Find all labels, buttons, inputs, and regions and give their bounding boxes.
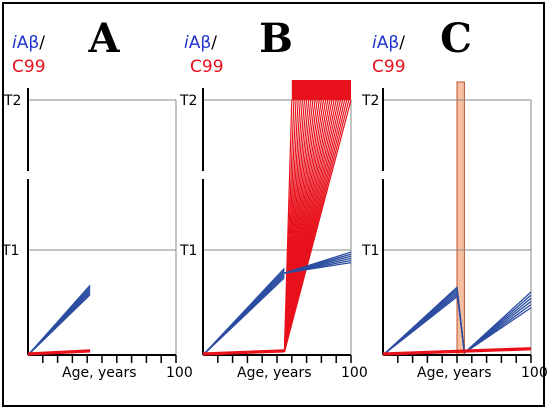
t2-label: T2 bbox=[361, 93, 379, 109]
t1-label: T1 bbox=[179, 243, 197, 259]
panel-b: B iAβ/ C99 T2 T1 Age, years 100 bbox=[179, 15, 368, 381]
red-trajectory bbox=[27, 351, 91, 356]
blue-drop bbox=[456, 286, 466, 353]
red-trajectory bbox=[27, 350, 91, 355]
blue-trajectory-continued bbox=[284, 251, 352, 274]
ylabel-c99-b: C99 bbox=[190, 57, 224, 77]
panel-letter-c: C bbox=[440, 15, 472, 62]
red-trajectory bbox=[202, 350, 285, 355]
axes-c: T2 T1 Age, years 100 bbox=[361, 81, 548, 381]
x-axis-max-label: 100 bbox=[341, 365, 368, 381]
x-axis-label: Age, years bbox=[237, 365, 312, 381]
x-axis-label: Age, years bbox=[417, 365, 492, 381]
panel-a: A iAβ/ C99 T2 T1 Age, years 100 bbox=[1, 15, 193, 381]
figure-frame bbox=[2, 2, 545, 407]
blue-trajectory bbox=[27, 284, 91, 356]
t2-label: T2 bbox=[179, 93, 197, 109]
red-trajectory bbox=[202, 349, 285, 354]
blue-trajectory bbox=[202, 267, 285, 356]
t2-label: T2 bbox=[3, 93, 21, 109]
blue-trajectory bbox=[382, 286, 458, 356]
ylabel-iabeta-b: iAβ/ bbox=[184, 33, 217, 53]
red-trajectory bbox=[382, 347, 532, 354]
x-axis-max-label: 100 bbox=[521, 365, 548, 381]
axes-a: T2 T1 Age, years 100 bbox=[1, 88, 193, 381]
ylabel-iabeta-c: iAβ/ bbox=[372, 33, 405, 53]
red-fan-top bbox=[291, 80, 351, 100]
ylabel-c99-c: C99 bbox=[372, 57, 406, 77]
red-trajectory bbox=[382, 349, 532, 356]
ylabel-c99-a: C99 bbox=[12, 57, 46, 77]
red-trajectory bbox=[27, 349, 91, 354]
panel-letter-a: A bbox=[87, 15, 120, 62]
blue-regrowth bbox=[463, 291, 532, 354]
x-axis-max-label: 100 bbox=[166, 365, 193, 381]
ylabel-iabeta-a: iAβ/ bbox=[12, 33, 45, 53]
t1-label: T1 bbox=[361, 243, 379, 259]
panel-letter-b: B bbox=[259, 15, 293, 62]
x-axis-label: Age, years bbox=[62, 365, 137, 381]
panel-c: C iAβ/ C99 T2 T1 Age, years 100 bbox=[361, 15, 548, 381]
red-fan-line bbox=[283, 99, 352, 353]
red-trajectory bbox=[382, 348, 532, 355]
red-trajectory bbox=[202, 351, 285, 356]
t1-label: T1 bbox=[1, 243, 19, 259]
axes-b: T2 T1 Age, years 100 bbox=[179, 80, 368, 381]
